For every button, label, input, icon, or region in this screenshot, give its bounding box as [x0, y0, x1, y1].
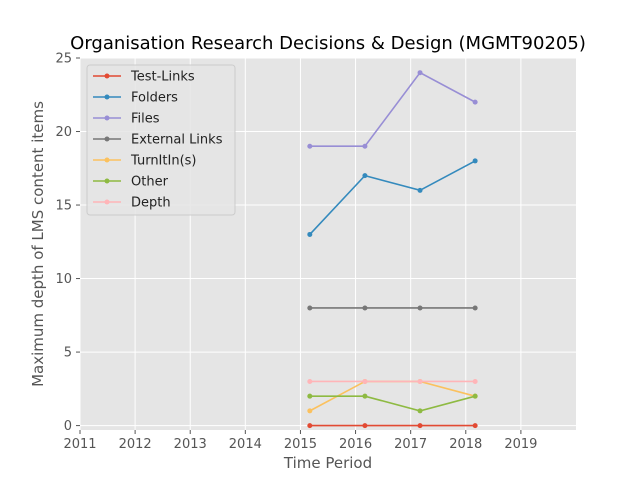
series-line-files	[309, 71, 476, 148]
x-tick-label: 2018	[449, 437, 482, 452]
legend-marker-external-links	[104, 136, 110, 142]
data-point-depth	[307, 378, 313, 384]
data-point-files	[307, 143, 313, 149]
data-point-folders	[307, 231, 313, 237]
data-point-external-links	[417, 305, 423, 311]
data-point-files	[417, 70, 423, 76]
series-line-other	[309, 395, 476, 412]
x-tick-labels: 2011 2012 2013 2014 2015 2016 2017 2018 2019	[63, 430, 537, 452]
y-tick-label: 10	[55, 272, 72, 287]
legend-label-files: Files	[131, 112, 160, 127]
data-point-turnitin-s	[307, 408, 313, 414]
legend-marker-depth	[104, 199, 110, 205]
x-axis-label: Time Period	[283, 454, 372, 472]
legend: Test-Links Folders Files External Links Turn…	[86, 64, 236, 216]
legend-marker-test-links	[104, 73, 110, 79]
data-point-external-links	[307, 305, 313, 311]
x-tick-label: 2015	[284, 437, 317, 452]
data-point-external-links	[362, 305, 368, 311]
data-point-other	[362, 393, 368, 399]
legend-box	[86, 64, 236, 216]
data-point-test-links	[362, 423, 368, 429]
legend-marker-files	[104, 115, 110, 121]
data-point-other	[307, 393, 313, 399]
series-lines	[307, 70, 478, 429]
data-point-test-links	[307, 423, 313, 429]
y-tick-labels: 0 5 10 15 20 25	[55, 52, 80, 434]
series-line-folders	[309, 160, 476, 235]
x-tick-label: 2011	[63, 437, 96, 452]
legend-label-turnitin-s: TurnItIn(s)	[130, 154, 196, 169]
data-point-files	[472, 99, 478, 105]
legend-marker-turnitin-s	[104, 157, 110, 163]
data-point-other	[472, 393, 478, 399]
data-point-other	[417, 408, 423, 414]
legend-label-other: Other	[131, 175, 169, 190]
y-tick-label: 25	[55, 52, 72, 67]
data-point-depth	[417, 378, 423, 384]
legend-label-folders: Folders	[131, 91, 178, 106]
data-point-external-links	[472, 305, 478, 311]
data-point-test-links	[417, 423, 423, 429]
x-tick-label: 2016	[339, 437, 372, 452]
legend-marker-folders	[104, 94, 110, 100]
chart-title: Organisation Research Decisions & Design…	[70, 33, 586, 54]
legend-label-external-links: External Links	[131, 133, 223, 148]
data-point-folders	[417, 187, 423, 193]
legend-marker-other	[104, 178, 110, 184]
data-point-files	[362, 143, 368, 149]
y-tick-label: 5	[64, 346, 72, 361]
y-axis-label: Maximum depth of LMS content items	[29, 101, 47, 387]
x-tick-label: 2012	[119, 437, 152, 452]
y-tick-label: 20	[55, 125, 72, 140]
data-point-test-links	[472, 423, 478, 429]
legend-label-test-links: Test-Links	[130, 70, 195, 85]
x-tick-label: 2014	[229, 437, 262, 452]
y-tick-label: 0	[64, 419, 72, 434]
x-tick-label: 2013	[174, 437, 207, 452]
data-point-folders	[472, 158, 478, 164]
data-point-depth	[362, 378, 368, 384]
x-tick-label: 2019	[504, 437, 537, 452]
data-point-depth	[472, 378, 478, 384]
legend-label-depth: Depth	[131, 196, 171, 211]
y-tick-label: 15	[55, 199, 72, 214]
x-tick-label: 2017	[394, 437, 427, 452]
data-point-folders	[362, 173, 368, 179]
